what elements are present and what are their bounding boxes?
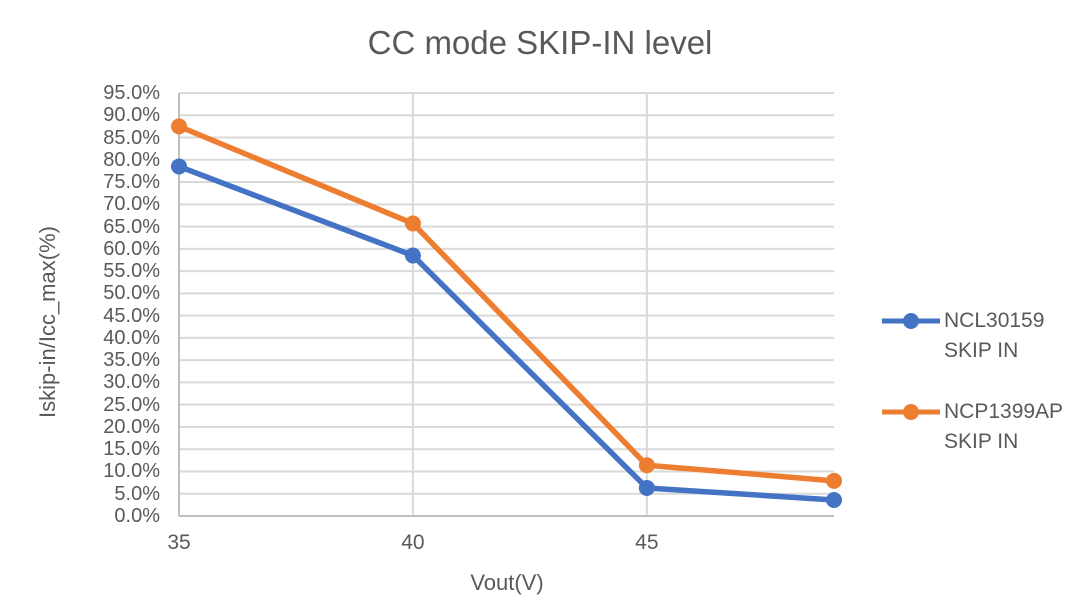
y-tick-label: 20.0%	[103, 415, 160, 438]
y-tick-label: 75.0%	[103, 171, 160, 194]
y-tick-label: 35.0%	[103, 349, 160, 372]
y-tick-label: 50.0%	[103, 282, 160, 305]
y-tick-label: 70.0%	[103, 193, 160, 216]
y-tick-label: 55.0%	[103, 260, 160, 283]
legend-line-marker-icon	[882, 404, 940, 420]
data-point-series-0	[171, 158, 187, 175]
x-tick-label: 35	[167, 531, 191, 554]
legend-entry: NCL30159 SKIP IN	[882, 306, 1063, 366]
y-tick-label: 30.0%	[103, 371, 160, 394]
y-tick-label: 45.0%	[103, 304, 160, 327]
y-tick-label: 15.0%	[103, 438, 160, 461]
y-tick-label: 65.0%	[103, 215, 160, 238]
data-point-series-1	[171, 118, 187, 135]
data-point-series-0	[638, 479, 655, 496]
y-tick-label: 80.0%	[103, 148, 160, 171]
y-tick-label: 0.0%	[114, 505, 160, 527]
data-point-series-1	[826, 472, 842, 489]
y-tick-label: 25.0%	[103, 393, 160, 416]
data-point-series-0	[404, 247, 421, 264]
y-tick-label: 10.0%	[103, 460, 160, 483]
chart-title: CC mode SKIP-IN level	[367, 24, 713, 61]
legend-line-marker-icon	[882, 313, 940, 329]
series-line-1	[177, 123, 835, 484]
x-tick-label: 40	[401, 531, 425, 554]
series-line-0	[178, 163, 835, 503]
legend-label: NCL30159 SKIP IN	[944, 309, 1045, 362]
data-point-series-1	[638, 457, 655, 474]
y-tick-label: 40.0%	[103, 326, 160, 349]
data-point-series-0	[826, 491, 842, 508]
y-tick-label: 5.0%	[114, 482, 160, 505]
legend-entry: NCP1399AP SKIP IN	[882, 397, 1063, 457]
y-tick-label: 85.0%	[103, 126, 160, 149]
legend-label: NCP1399AP SKIP IN	[944, 400, 1064, 453]
data-point-series-1	[404, 215, 421, 232]
x-tick-label: 45	[635, 531, 659, 554]
x-axis-title: Vout(V)	[470, 570, 544, 595]
y-tick-label: 60.0%	[103, 237, 160, 260]
y-tick-label: 95.0%	[103, 82, 160, 104]
legend: NCL30159 SKIP IN NCP1399AP SKIP IN	[882, 306, 1063, 457]
y-tick-label: 90.0%	[103, 104, 160, 127]
